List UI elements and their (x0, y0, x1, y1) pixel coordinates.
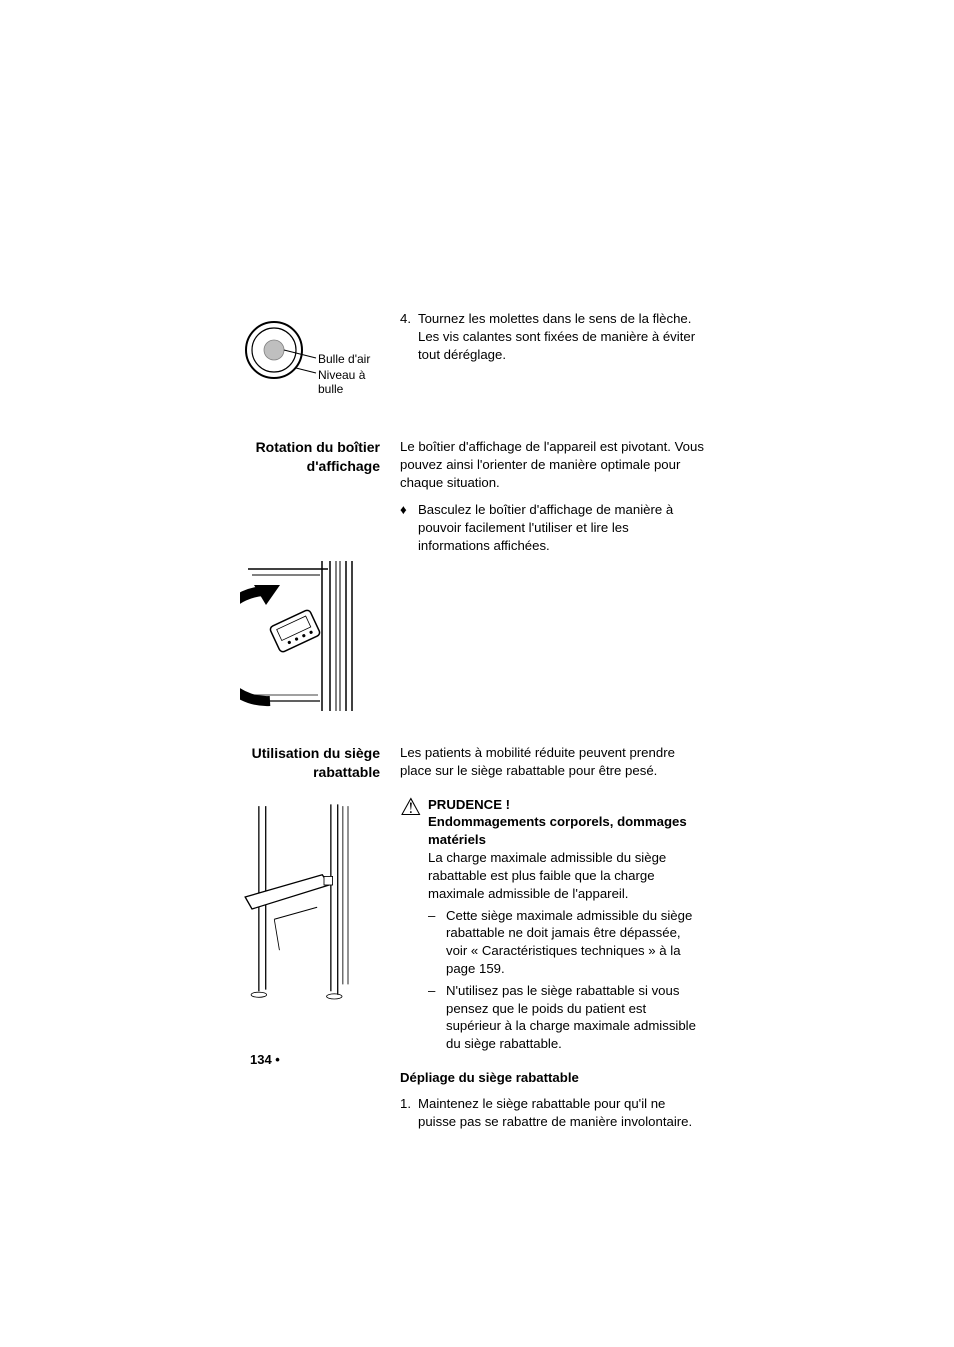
step4-body: Tournez les molettes dans le sens de la … (418, 310, 704, 363)
step4-number: 4. (400, 310, 418, 363)
page: Bulle d'air Niveau à bulle 4. Tournez le… (0, 0, 954, 1347)
warning-subtitle: Endommagements corporels, dommages matér… (428, 813, 704, 849)
rotation-heading-l2: d'affichage (307, 458, 380, 474)
label-level-2: bulle (318, 382, 343, 396)
row-rotation-figure (240, 561, 704, 716)
rotation-heading-l1: Rotation du boîtier (256, 439, 380, 455)
warning-icon: ⚠ (400, 796, 428, 1053)
row-bubble-step4: Bulle d'air Niveau à bulle 4. Tournez le… (240, 310, 704, 410)
row-seat-warning: ⚠ PRUDENCE ! Endommagements corporels, d… (240, 788, 704, 1131)
label-bubble-air: Bulle d'air (318, 352, 370, 366)
seat-step1-number: 1. (400, 1095, 418, 1131)
warning-dash1: Cette siège maximale admissible du siège… (446, 907, 704, 978)
warning-paragraph: La charge maximale admissible du siège r… (428, 849, 704, 902)
seat-step1-text: Maintenez le siège rabattable pour qu'il… (418, 1095, 704, 1131)
bubble-level-icon (240, 310, 320, 400)
fold-seat-icon (240, 788, 360, 1018)
seat-subheading: Dépliage du siège rabattable (400, 1069, 704, 1087)
label-level-1: Niveau à (318, 368, 365, 382)
step4-text: 4. Tournez les molettes dans le sens de … (400, 310, 704, 363)
seat-step1: 1. Maintenez le siège rabattable pour qu… (400, 1095, 704, 1131)
seat-heading-l2: rabattable (313, 764, 380, 780)
figure-rotation (240, 561, 380, 716)
warning-block: ⚠ PRUDENCE ! Endommagements corporels, d… (400, 796, 704, 1053)
warning-dash2: N'utilisez pas le siège rabattable si vo… (446, 982, 704, 1053)
page-footer: 134 • (250, 1052, 280, 1067)
seat-intro: Les patients à mobilité réduite peuvent … (400, 744, 704, 780)
dash-marker: – (428, 982, 446, 1053)
rotation-paragraph: Le boîtier d'affichage de l'appareil est… (400, 438, 704, 491)
seat-heading-col: Utilisation du siège rabattable (240, 744, 380, 782)
figure-bubble-level: Bulle d'air Niveau à bulle (240, 310, 380, 410)
rotation-bullet-text: Basculez le boîtier d'affichage de maniè… (418, 501, 704, 554)
figure-seat (240, 788, 380, 1023)
rotation-bullet-marker: ♦ (400, 501, 418, 554)
seat-heading-l1: Utilisation du siège (252, 745, 380, 761)
rotation-heading-col: Rotation du boîtier d'affichage (240, 438, 380, 476)
display-rotation-icon (240, 561, 360, 711)
warning-title: PRUDENCE ! (428, 796, 704, 814)
row-seat: Utilisation du siège rabattable Les pati… (240, 744, 704, 782)
row-rotation: Rotation du boîtier d'affichage Le boîti… (240, 438, 704, 555)
dash-marker: – (428, 907, 446, 978)
